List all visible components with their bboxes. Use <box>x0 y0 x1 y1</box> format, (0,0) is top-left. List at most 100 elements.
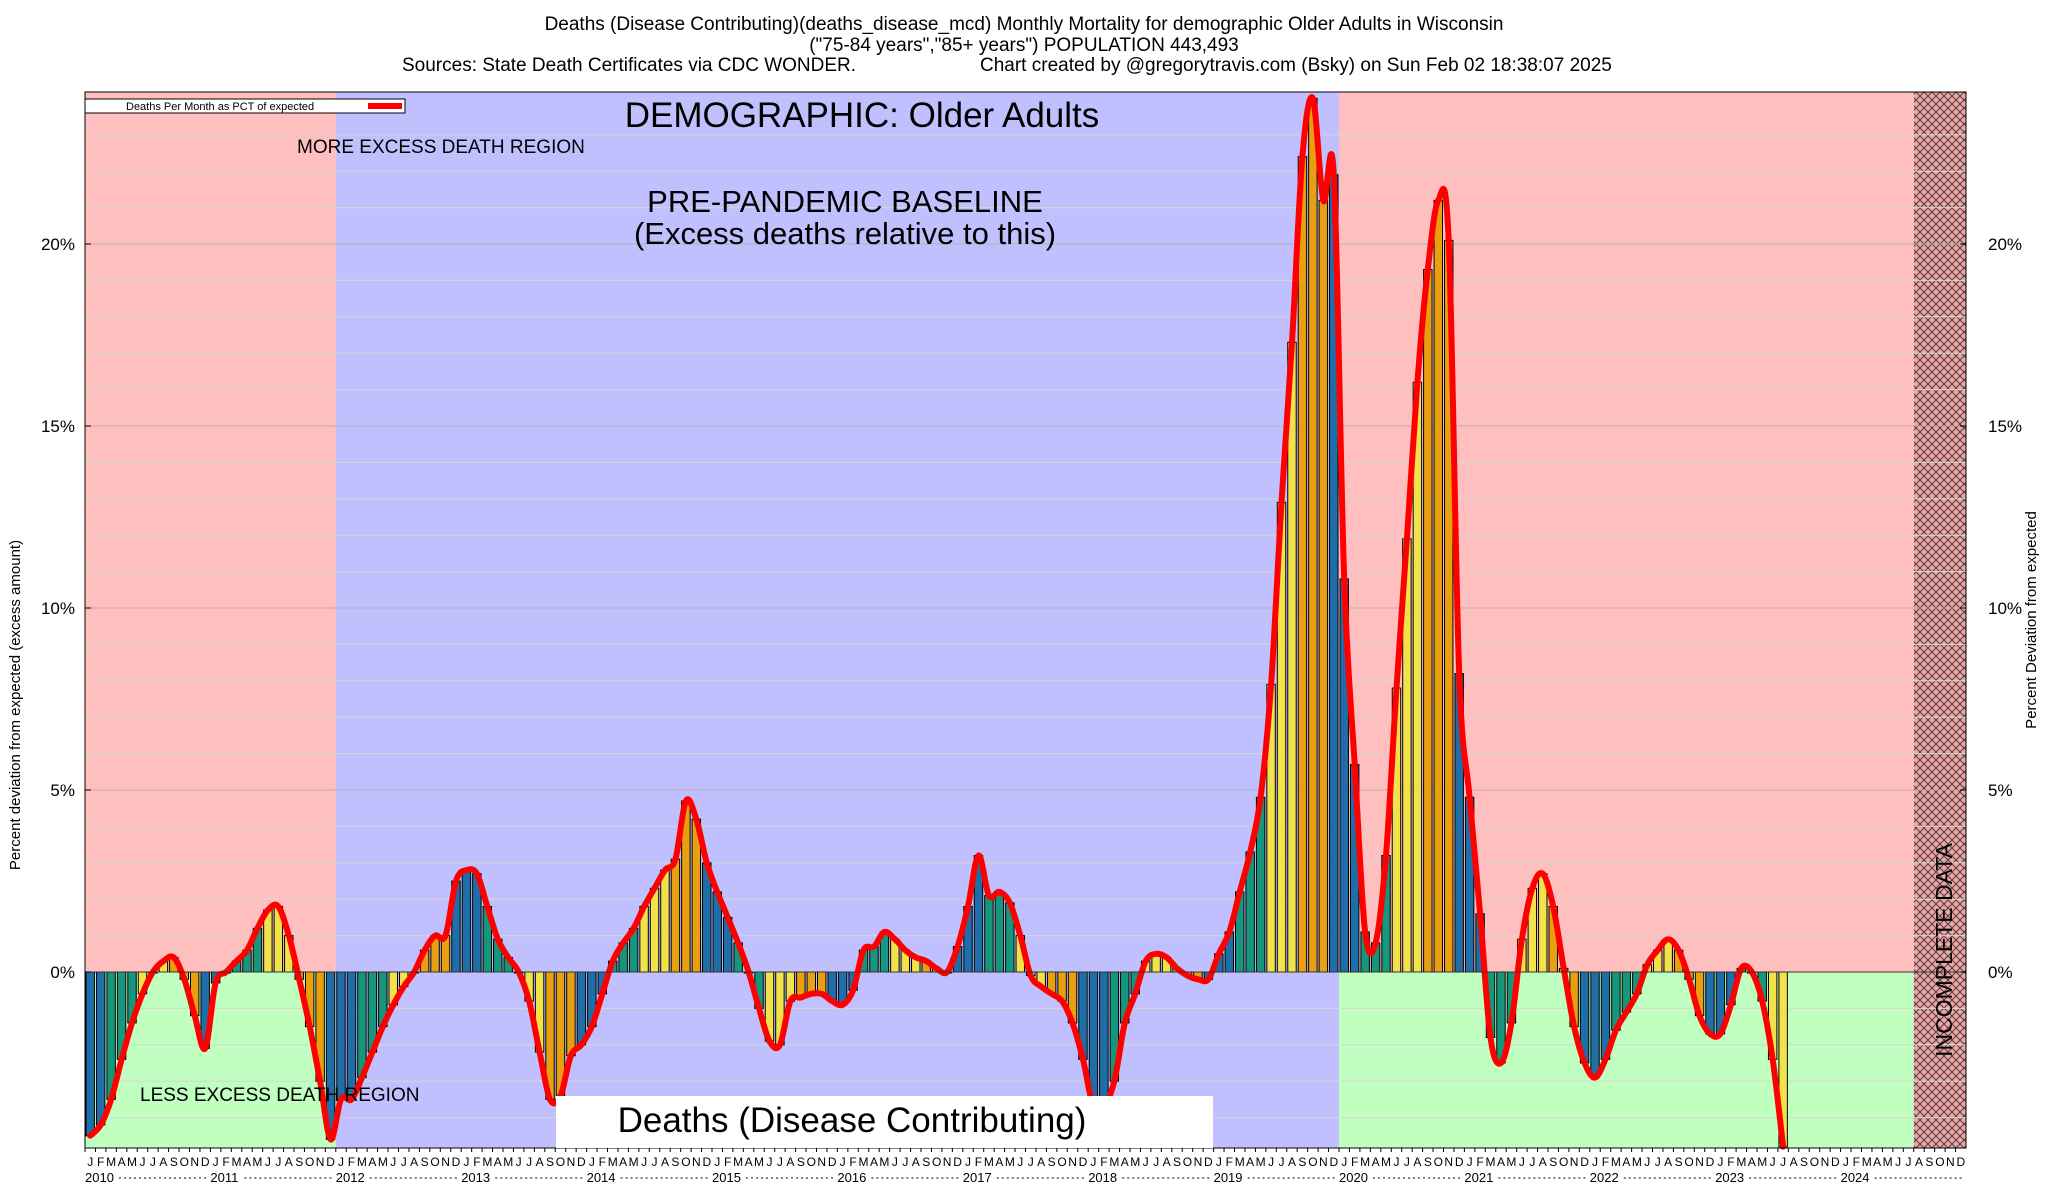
x-month-label: A <box>1622 1155 1630 1169</box>
y-tick-label-left: 15% <box>41 417 75 436</box>
bar <box>1590 971 1600 1079</box>
x-month-label: F <box>473 1155 480 1169</box>
x-month-label: M <box>106 1155 116 1169</box>
x-month-label: F <box>1727 1155 1734 1169</box>
x-month-label: J <box>1843 1155 1849 1169</box>
demographic-label: DEMOGRAPHIC: Older Adults <box>625 96 1100 135</box>
x-month-label: A <box>536 1155 544 1169</box>
x-month-label: M <box>357 1155 367 1169</box>
x-month-label: M <box>1883 1155 1893 1169</box>
bottom-label-box <box>556 1096 1213 1148</box>
bar <box>1099 971 1109 1108</box>
x-month-label: M <box>733 1155 743 1169</box>
x-month-label: S <box>797 1155 805 1169</box>
x-month-label: J <box>1467 1155 1473 1169</box>
x-month-label: A <box>870 1155 878 1169</box>
x-month-label: F <box>222 1155 229 1169</box>
x-month-label: A <box>1121 1155 1129 1169</box>
x-month-label: J <box>1268 1155 1274 1169</box>
x-year-label: 2021 <box>1464 1170 1493 1185</box>
x-month-label: S <box>1173 1155 1181 1169</box>
x-month-label: M <box>1235 1155 1245 1169</box>
x-month-label: O <box>1810 1155 1819 1169</box>
x-month-label: A <box>661 1155 669 1169</box>
trend-line <box>87 94 1787 1150</box>
x-year-label: 2013 <box>461 1170 490 1185</box>
x-month-label: M <box>1611 1155 1621 1169</box>
x-month-label: S <box>1298 1155 1306 1169</box>
x-month-label: J <box>275 1155 281 1169</box>
x-month-label: D <box>1455 1155 1464 1169</box>
x-month-label: J <box>338 1155 344 1169</box>
bar <box>1308 97 1318 973</box>
x-month-label: A <box>786 1155 794 1169</box>
x-month-label: J <box>139 1155 145 1169</box>
x-month-label: S <box>1048 1155 1056 1169</box>
x-year-label: 2011 <box>210 1170 238 1185</box>
x-month-label: N <box>1444 1155 1453 1169</box>
x-month-label: J <box>265 1155 271 1169</box>
chart-credit: Chart created by @gregorytravis.com (Bsk… <box>980 55 1612 76</box>
x-month-label: A <box>159 1155 167 1169</box>
x-month-label: D <box>326 1155 335 1169</box>
more-excess-label: MORE EXCESS DEATH REGION <box>297 137 585 158</box>
x-month-label: J <box>641 1155 647 1169</box>
x-month-label: M <box>1005 1155 1015 1169</box>
x-month-label: M <box>127 1155 137 1169</box>
x-month-label: J <box>1279 1155 1285 1169</box>
x-month-label: M <box>879 1155 889 1169</box>
bar <box>336 971 346 1100</box>
x-month-label: J <box>902 1155 908 1169</box>
x-month-label: M <box>629 1155 639 1169</box>
y-tick-label-right: 0% <box>1988 963 2013 982</box>
x-month-label: N <box>1946 1155 1955 1169</box>
x-year-label: 2010 <box>85 1170 114 1185</box>
x-month-label: M <box>1381 1155 1391 1169</box>
x-month-label: J <box>766 1155 772 1169</box>
x-month-label: J <box>150 1155 156 1169</box>
x-month-label: J <box>390 1155 396 1169</box>
y-tick-label-left: 0% <box>50 963 75 982</box>
x-month-label: F <box>975 1155 982 1169</box>
x-month-label: M <box>754 1155 764 1169</box>
x-month-label: J <box>1592 1155 1598 1169</box>
x-month-label: S <box>170 1155 178 1169</box>
x-month-label: F <box>348 1155 355 1169</box>
bar <box>1412 381 1423 973</box>
x-month-label: J <box>1143 1155 1149 1169</box>
x-month-label: O <box>305 1155 314 1169</box>
x-month-label: F <box>599 1155 606 1169</box>
x-year-label: 2018 <box>1088 1170 1117 1185</box>
x-month-label: A <box>243 1155 251 1169</box>
x-month-label: J <box>892 1155 898 1169</box>
x-month-label: A <box>1873 1155 1881 1169</box>
bar <box>670 858 681 973</box>
x-month-label: D <box>577 1155 586 1169</box>
x-month-label: N <box>1319 1155 1328 1169</box>
x-month-label: J <box>1906 1155 1912 1169</box>
x-month-label: J <box>401 1155 407 1169</box>
x-month-label: M <box>1757 1155 1767 1169</box>
x-month-label: A <box>745 1155 753 1169</box>
x-month-label: M <box>1632 1155 1642 1169</box>
x-month-label: D <box>1706 1155 1715 1169</box>
chart-source: Sources: State Death Certificates via CD… <box>402 55 857 76</box>
x-month-label: A <box>1748 1155 1756 1169</box>
x-year-label: 2020 <box>1339 1170 1368 1185</box>
x-month-label: F <box>97 1155 104 1169</box>
x-month-label: O <box>1434 1155 1443 1169</box>
x-month-label: S <box>1675 1155 1683 1169</box>
x-month-label: O <box>1559 1155 1568 1169</box>
x-month-label: J <box>1090 1155 1096 1169</box>
x-month-label: M <box>1506 1155 1516 1169</box>
x-month-label: O <box>807 1155 816 1169</box>
chart-subtitle: ("75-84 years","85+ years") POPULATION 4… <box>809 35 1239 56</box>
bar <box>566 971 576 1057</box>
incomplete-data-label: INCOMPLETE DATA <box>1931 842 1957 1056</box>
x-month-label: M <box>1360 1155 1370 1169</box>
x-month-label: J <box>87 1155 93 1169</box>
bar <box>1705 971 1715 1035</box>
x-month-label: N <box>1068 1155 1077 1169</box>
x-month-label: D <box>828 1155 837 1169</box>
baseline-label-2: (Excess deaths relative to this) <box>634 216 1056 251</box>
